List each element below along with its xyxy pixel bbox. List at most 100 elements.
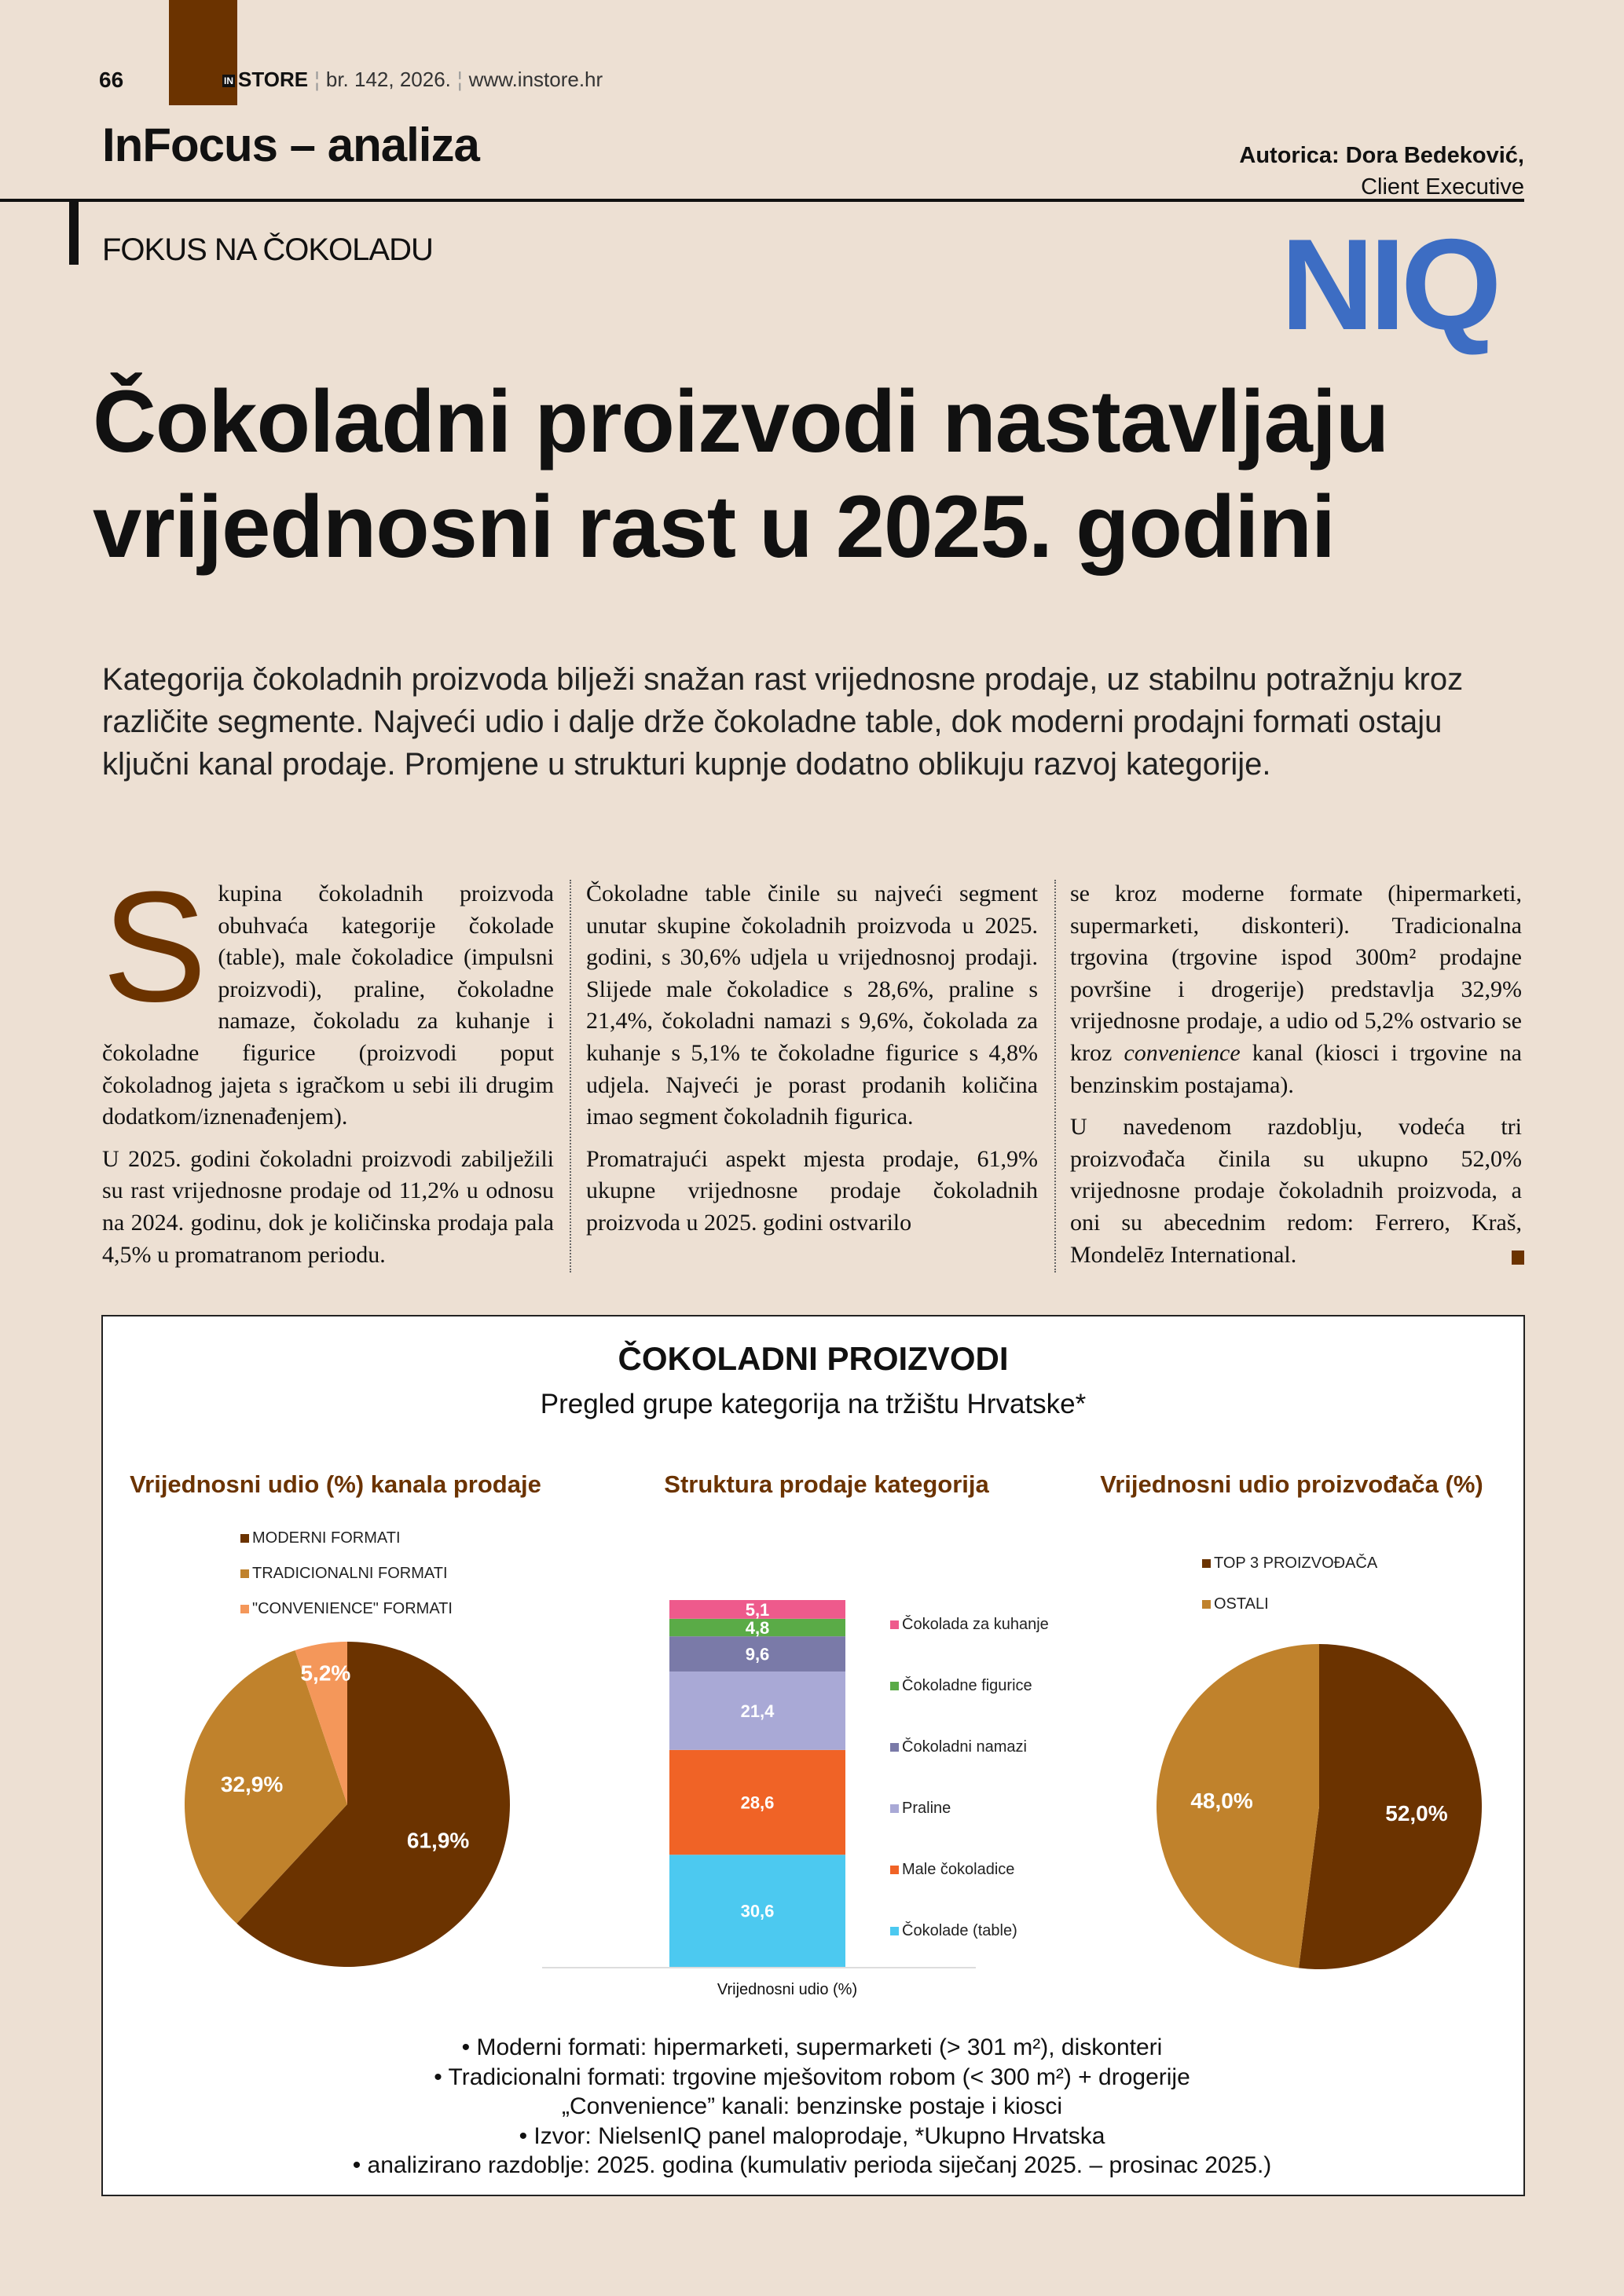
- chart-title-channels: Vrijednosni udio (%) kanala prodaje: [130, 1470, 541, 1498]
- legend-label: Čokoladni namazi: [902, 1738, 1027, 1756]
- x-axis-label: Vrijednosni udio (%): [717, 1981, 858, 1998]
- category-legend-item: Čokoladne figurice: [890, 1677, 1032, 1695]
- legend-label: OSTALI: [1214, 1595, 1269, 1613]
- paragraph: Promatrajući aspekt mjesta prodaje, 61,9…: [586, 1145, 1038, 1236]
- paragraph: Čokoladne table činile su najveći segmen…: [586, 881, 1038, 1130]
- note: • Moderni formati: hipermarketi, superma…: [461, 2034, 1163, 2060]
- brand-bar: [169, 0, 237, 105]
- headline: Čokoladni proizvodi nastavljaju vrijedno…: [93, 369, 1546, 580]
- category-legend-item: Praline: [890, 1800, 951, 1818]
- issue: br. 142, 2026.: [325, 68, 451, 91]
- stacked-bar-segment: [669, 1618, 845, 1637]
- author-name: Autorica: Dora Bedeković,: [1239, 143, 1524, 168]
- drop-cap: S: [102, 859, 207, 1034]
- chart-title-categories: Struktura prodaje kategorija: [664, 1470, 989, 1498]
- channel-legend-item: "CONVENIENCE" FORMATI: [240, 1600, 453, 1618]
- note: • Tradicionalni formati: trgovine mješov…: [434, 2063, 1190, 2090]
- bar-data-label: 30,6: [741, 1902, 775, 1921]
- note: • analizirano razdoblje: 2025. godina (k…: [352, 2152, 1272, 2178]
- manufacturer-pie-slice: [1156, 1644, 1319, 1968]
- manufacturer-legend-item: TOP 3 PROIZVOĐAČA: [1202, 1554, 1377, 1573]
- infographic-subtitle: Pregled grupe kategorija na tržištu Hrva…: [540, 1389, 1087, 1419]
- channel-pie-data-label: 32,9%: [221, 1772, 283, 1796]
- legend-label: MODERNI FORMATI: [252, 1529, 401, 1547]
- intro-paragraph: Kategorija čokoladnih proizvoda bilježi …: [102, 662, 1464, 782]
- category-legend-item: Male čokoladice: [890, 1861, 1014, 1879]
- category-legend-item: Čokoladni namazi: [890, 1738, 1027, 1756]
- masthead: IN STORE ¦ br. 142, 2026. ¦ www.instore.hr: [222, 68, 603, 91]
- channel-pie-data-label: 61,9%: [407, 1828, 469, 1852]
- stacked-bar-segment: [669, 1636, 845, 1672]
- legend-label: Čokolade (table): [902, 1922, 1017, 1939]
- bar-data-label: 4,8: [746, 1618, 770, 1638]
- website-link[interactable]: www.instore.hr: [468, 68, 603, 91]
- bar-data-label: 5,1: [746, 1600, 770, 1620]
- legend-swatch: [1202, 1559, 1211, 1568]
- chart-title-manufacturers: Vrijednosni udio proizvođača (%): [1100, 1470, 1483, 1498]
- text-emphasis: convenience: [1124, 1039, 1241, 1066]
- legend-swatch: [890, 1620, 899, 1629]
- bar-data-label: 28,6: [741, 1793, 775, 1813]
- channel-pie-slice: [184, 1650, 347, 1924]
- stacked-bar-segment: [669, 1671, 845, 1750]
- legend-swatch: [890, 1804, 899, 1813]
- stacked-bar-segment: [669, 1600, 845, 1619]
- category-legend-item: Čokolade (table): [890, 1922, 1017, 1940]
- end-mark: [1512, 1251, 1524, 1265]
- paragraph: U 2025. godini čokoladni proizvodi zabil…: [102, 1145, 554, 1268]
- body-column-2: Čokoladne table činile su najveći segmen…: [586, 878, 1038, 1250]
- magazine-name: STORE: [238, 68, 309, 91]
- legend-label: Male čokoladice: [902, 1861, 1015, 1878]
- bar-data-label: 9,6: [746, 1645, 770, 1664]
- legend-swatch: [890, 1927, 899, 1935]
- legend-swatch: [240, 1605, 249, 1613]
- headline-line: vrijednosni rast u 2025. godini: [93, 478, 1336, 576]
- bar-data-label: 21,4: [741, 1701, 775, 1721]
- kicker-bar: [69, 200, 79, 265]
- section-title: InFocus – analiza: [102, 119, 480, 171]
- paragraph: U navedenom razdoblju, vodeća tri proizv…: [1070, 1114, 1522, 1268]
- manufacturer-pie-data-label: 52,0%: [1385, 1801, 1447, 1825]
- body-column-3: se kroz moderne formate (hipermarketi, s…: [1070, 878, 1522, 1281]
- stacked-bar-segment: [669, 1749, 845, 1855]
- legend-swatch: [890, 1682, 899, 1690]
- infographic: ČOKOLADNI PROIZVODI Pregled grupe katego…: [101, 1315, 1525, 2196]
- channel-pie-slice: [295, 1642, 347, 1804]
- text: se kroz moderne formate (hipermarketi, s…: [1070, 881, 1522, 1066]
- text: kanal (kiosci i trgovine na benzinskim p…: [1070, 1039, 1522, 1098]
- legend-label: TOP 3 PROIZVOĐAČA: [1214, 1554, 1378, 1572]
- legend-swatch: [1202, 1600, 1211, 1609]
- channel-pie-data-label: 5,2%: [300, 1661, 350, 1686]
- manufacturer-pie-slice: [1299, 1644, 1482, 1969]
- page-number: 66: [99, 68, 124, 92]
- infographic-title: ČOKOLADNI PROIZVODI: [618, 1340, 1009, 1377]
- legend-swatch: [240, 1569, 249, 1578]
- legend-swatch: [240, 1534, 249, 1543]
- headline-line: Čokoladni proizvodi nastavljaju: [93, 372, 1389, 471]
- note: „Convenience” kanali: benzinske postaje …: [561, 2093, 1062, 2119]
- legend-swatch: [890, 1866, 899, 1874]
- header-rule: [0, 199, 1524, 202]
- category-legend-item: Čokolada za kuhanje: [890, 1616, 1049, 1634]
- column-divider: [1054, 880, 1056, 1273]
- legend-label: Čokolada za kuhanje: [902, 1616, 1049, 1633]
- channel-legend-item: TRADICIONALNI FORMATI: [240, 1565, 448, 1583]
- legend-label: "CONVENIENCE" FORMATI: [252, 1600, 453, 1617]
- niq-logo: NIQ: [1281, 212, 1501, 357]
- charts-canvas: 61,9% 32,9% 5,2% 52,0% 48,0% 30,6 28,6 21,4 9,6 4…: [184, 1600, 1482, 1969]
- legend-label: Praline: [902, 1800, 951, 1817]
- author-role: Client Executive: [1361, 174, 1524, 200]
- manufacturer-legend-item: OSTALI: [1202, 1595, 1269, 1613]
- channel-legend-item: MODERNI FORMATI: [240, 1529, 401, 1547]
- stacked-bar-segment: [669, 1855, 845, 1967]
- magazine-badge: IN: [222, 75, 235, 88]
- legend-label: TRADICIONALNI FORMATI: [252, 1565, 448, 1582]
- kicker: FOKUS NA ČOKOLADU: [102, 233, 434, 267]
- paragraph: kupina čokoladnih proizvoda obuhvaća kat…: [102, 881, 554, 1130]
- infographic-notes: • Moderni formati: hipermarketi, superma…: [0, 2033, 1624, 2181]
- author-block: Autorica: Dora Bedeković, Client Executi…: [1239, 140, 1524, 203]
- legend-label: Čokoladne figurice: [902, 1677, 1032, 1694]
- manufacturer-pie-data-label: 48,0%: [1190, 1789, 1252, 1813]
- legend-swatch: [890, 1743, 899, 1752]
